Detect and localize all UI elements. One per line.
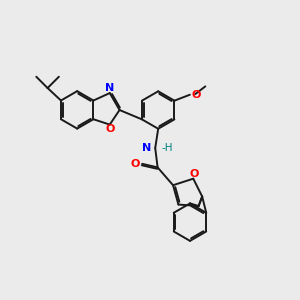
Text: O: O: [189, 169, 199, 179]
Text: O: O: [130, 159, 140, 169]
Text: -H: -H: [162, 143, 173, 153]
Text: N: N: [105, 83, 114, 93]
Text: O: O: [191, 90, 200, 100]
Text: O: O: [106, 124, 115, 134]
Text: N: N: [142, 143, 152, 153]
